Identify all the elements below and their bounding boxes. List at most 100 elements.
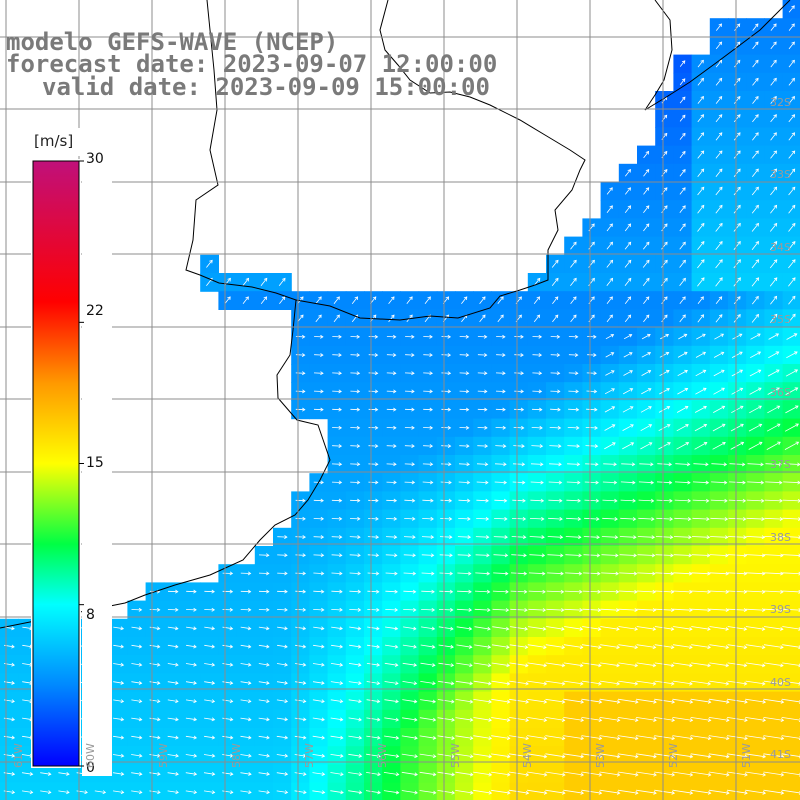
wind-arrow bbox=[222, 735, 233, 739]
wind-arrow-head bbox=[689, 589, 693, 594]
wind-arrow-head bbox=[138, 607, 143, 612]
wind-arrow-head bbox=[429, 407, 433, 412]
wind-arrow-head bbox=[613, 480, 618, 485]
wind-cell bbox=[709, 418, 729, 438]
wind-arrow bbox=[656, 481, 672, 484]
wind-arrow-head bbox=[689, 627, 693, 631]
wind-arrow bbox=[781, 735, 800, 739]
wind-arrow bbox=[601, 554, 618, 556]
wind-arrow-head bbox=[632, 517, 637, 521]
wind-arrow bbox=[551, 260, 559, 268]
wind-arrow bbox=[276, 717, 288, 721]
wind-cell bbox=[564, 291, 583, 310]
wind-arrow-head bbox=[762, 772, 767, 777]
wind-cell bbox=[655, 436, 674, 456]
wind-arrow-head bbox=[412, 535, 416, 540]
wind-arrow-head bbox=[773, 150, 777, 154]
wind-arrow-head bbox=[554, 314, 559, 319]
wind-arrow-head bbox=[597, 571, 601, 576]
wind-arrow bbox=[563, 644, 583, 648]
wind-cell bbox=[746, 273, 765, 292]
wind-arrow bbox=[294, 790, 307, 793]
wind-arrow bbox=[510, 590, 527, 593]
wind-arrow-head bbox=[652, 681, 657, 686]
wind-arrow-head bbox=[688, 535, 692, 540]
wind-arrow bbox=[40, 772, 51, 775]
wind-cell bbox=[400, 291, 420, 310]
wind-arrow-head bbox=[467, 535, 472, 540]
wind-arrow-head bbox=[736, 59, 741, 64]
wind-arrow bbox=[617, 789, 638, 794]
wind-cell bbox=[600, 236, 620, 256]
wind-arrow-head bbox=[773, 59, 777, 64]
wind-arrow-head bbox=[394, 553, 398, 558]
wind-arrow-head bbox=[707, 627, 711, 631]
wind-arrow bbox=[624, 260, 632, 268]
wind-arrow-head bbox=[628, 334, 633, 338]
wind-arrow-head bbox=[686, 462, 691, 467]
wind-arrow-head bbox=[393, 425, 397, 430]
wind-arrow-head bbox=[193, 753, 198, 758]
wind-cell bbox=[455, 291, 474, 310]
wind-cell bbox=[728, 782, 747, 800]
wind-arrow-head bbox=[559, 516, 563, 521]
wind-arrow bbox=[694, 442, 707, 450]
wind-arrow bbox=[727, 572, 747, 575]
wind-arrow bbox=[384, 699, 399, 703]
wind-arrow-head bbox=[430, 553, 435, 558]
wind-arrow bbox=[620, 481, 635, 484]
wind-arrow-head bbox=[485, 498, 489, 503]
wind-arrow bbox=[367, 572, 379, 574]
wind-arrow bbox=[769, 223, 778, 232]
wind-cell bbox=[673, 163, 693, 183]
wind-arrow-head bbox=[375, 462, 379, 467]
wind-arrow bbox=[403, 609, 416, 611]
wind-arrow-head bbox=[394, 626, 399, 631]
wind-arrow-head bbox=[798, 517, 800, 521]
wind-arrow bbox=[600, 680, 620, 685]
wind-arrow-head bbox=[483, 371, 488, 376]
wind-arrow bbox=[527, 698, 547, 703]
wind-arrow-head bbox=[520, 353, 524, 357]
wind-arrow-head bbox=[647, 370, 652, 374]
wind-cell bbox=[364, 782, 383, 800]
wind-arrow bbox=[785, 405, 799, 414]
wind-arrow-head bbox=[779, 480, 783, 485]
wind-arrow bbox=[673, 536, 692, 538]
wind-arrow-head bbox=[302, 589, 307, 594]
wind-cell bbox=[582, 236, 602, 256]
wind-arrow-head bbox=[120, 699, 125, 704]
wind-arrow bbox=[312, 699, 325, 702]
wind-cell bbox=[655, 254, 674, 274]
wind-arrow-head bbox=[689, 736, 694, 741]
wind-cell bbox=[655, 309, 674, 329]
wind-arrow-head bbox=[302, 753, 307, 758]
wind-arrow bbox=[673, 572, 692, 575]
wind-arrow-head bbox=[266, 717, 270, 722]
wind-arrow-head bbox=[633, 571, 638, 576]
wind-arrow-head bbox=[794, 387, 799, 391]
wind-cell bbox=[655, 200, 674, 219]
wind-arrow bbox=[420, 681, 436, 684]
wind-arrow-head bbox=[780, 627, 784, 631]
wind-arrow-head bbox=[541, 516, 545, 521]
wind-arrow-head bbox=[755, 204, 759, 209]
wind-arrow bbox=[473, 699, 492, 703]
wind-arrow bbox=[622, 424, 634, 431]
wind-cell bbox=[600, 382, 620, 401]
wind-cell bbox=[637, 200, 656, 219]
wind-arrow bbox=[349, 609, 361, 611]
wind-arrow bbox=[643, 187, 650, 195]
wind-arrow-head bbox=[320, 571, 325, 576]
wind-arrow-head bbox=[302, 535, 306, 539]
wind-arrow-head bbox=[685, 424, 689, 428]
wind-arrow-head bbox=[610, 334, 615, 338]
wind-arrow bbox=[636, 662, 656, 667]
wind-cell bbox=[309, 309, 329, 329]
wind-arrow-head bbox=[725, 589, 730, 594]
wind-cell bbox=[618, 364, 638, 383]
wind-arrow-head bbox=[488, 772, 493, 777]
wind-cell bbox=[418, 291, 438, 310]
wind-arrow bbox=[497, 314, 504, 323]
wind-arrow-head bbox=[284, 717, 289, 722]
